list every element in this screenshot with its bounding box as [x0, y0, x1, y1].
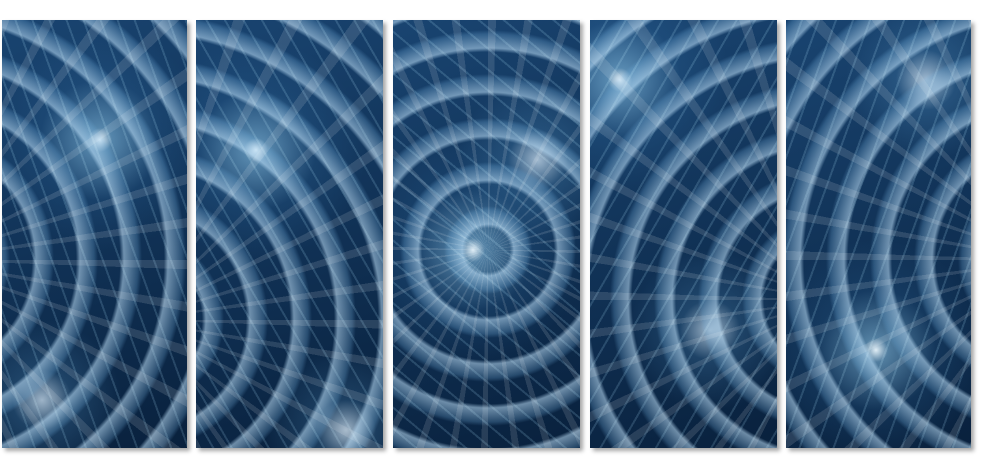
canvas-panel-4 — [590, 20, 777, 448]
canvas-panel-1 — [2, 20, 187, 448]
canvas-panel-3 — [393, 20, 580, 448]
canvas-panel-5 — [786, 20, 971, 448]
canvas-panel-2 — [196, 20, 383, 448]
